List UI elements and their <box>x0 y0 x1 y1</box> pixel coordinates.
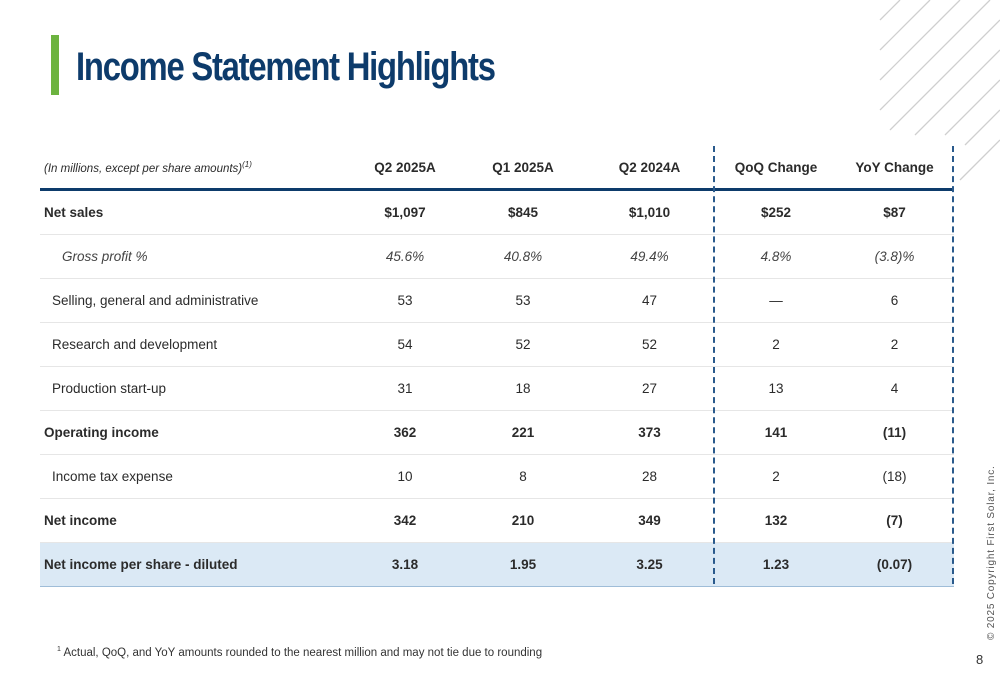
cell: 362 <box>346 410 464 455</box>
cell: 210 <box>464 498 582 543</box>
row-label: Selling, general and administrative <box>40 278 346 323</box>
row-label: Gross profit % <box>40 234 346 279</box>
row-label: Net sales <box>40 189 346 235</box>
cell: 47 <box>582 278 717 323</box>
column-header: YoY Change <box>835 146 954 191</box>
cell: 10 <box>346 454 464 499</box>
copyright-notice: © 2025 Copyright First Solar, Inc. <box>986 465 997 640</box>
cell: 52 <box>582 322 717 367</box>
footnote: 1 Actual, QoQ, and YoY amounts rounded t… <box>57 646 543 659</box>
change-columns-left-divider <box>713 146 715 584</box>
cell: 4 <box>835 366 954 411</box>
cell: $1,010 <box>582 189 717 235</box>
cell: (11) <box>835 410 954 455</box>
title-accent-bar <box>51 35 59 95</box>
units-note: (In millions, except per share amounts)(… <box>40 146 346 191</box>
cell: 3.25 <box>582 542 717 587</box>
cell: 2 <box>717 454 835 499</box>
cell: 45.6% <box>346 234 464 279</box>
cell: 132 <box>717 498 835 543</box>
cell: 1.95 <box>464 542 582 587</box>
cell: (0.07) <box>835 542 954 587</box>
table-row-eps-diluted: Net income per share - diluted 3.18 1.95… <box>40 542 954 587</box>
cell: 28 <box>582 454 717 499</box>
cell: 31 <box>346 366 464 411</box>
column-header: Q1 2025A <box>464 146 582 191</box>
table-row-sga: Selling, general and administrative 53 5… <box>40 278 954 323</box>
row-label: Income tax expense <box>40 454 346 499</box>
cell: 18 <box>464 366 582 411</box>
cell: 4.8% <box>717 234 835 279</box>
cell: 3.18 <box>346 542 464 587</box>
page-title: Income Statement Highlights <box>76 45 496 89</box>
row-label: Research and development <box>40 322 346 367</box>
cell: $845 <box>464 189 582 235</box>
table-row-net-sales: Net sales $1,097 $845 $1,010 $252 $87 <box>40 189 954 235</box>
row-label: Net income per share - diluted <box>40 542 346 587</box>
column-header: Q2 2024A <box>582 146 717 191</box>
cell: 53 <box>464 278 582 323</box>
row-label: Production start-up <box>40 366 346 411</box>
change-columns-right-divider <box>952 146 954 584</box>
table-header-row: (In millions, except per share amounts)(… <box>40 146 954 191</box>
cell: 221 <box>464 410 582 455</box>
cell: $87 <box>835 189 954 235</box>
table-row-operating-income: Operating income 362 221 373 141 (11) <box>40 410 954 455</box>
cell: 2 <box>717 322 835 367</box>
cell: 40.8% <box>464 234 582 279</box>
column-header: Q2 2025A <box>346 146 464 191</box>
cell: 1.23 <box>717 542 835 587</box>
row-label: Net income <box>40 498 346 543</box>
cell: 52 <box>464 322 582 367</box>
table-row-rnd: Research and development 54 52 52 2 2 <box>40 322 954 367</box>
cell: $1,097 <box>346 189 464 235</box>
cell: 8 <box>464 454 582 499</box>
cell: — <box>717 278 835 323</box>
income-statement-table: (In millions, except per share amounts)(… <box>40 146 954 587</box>
cell: $252 <box>717 189 835 235</box>
table-row-gross-profit: Gross profit % 45.6% 40.8% 49.4% 4.8% (3… <box>40 234 954 279</box>
cell: 141 <box>717 410 835 455</box>
table-row-net-income: Net income 342 210 349 132 (7) <box>40 498 954 543</box>
cell: 6 <box>835 278 954 323</box>
cell: 54 <box>346 322 464 367</box>
cell: 53 <box>346 278 464 323</box>
table-row-production-startup: Production start-up 31 18 27 13 4 <box>40 366 954 411</box>
cell: 349 <box>582 498 717 543</box>
table-row-income-tax: Income tax expense 10 8 28 2 (18) <box>40 454 954 499</box>
column-header: QoQ Change <box>717 146 835 191</box>
cell: (18) <box>835 454 954 499</box>
cell: 373 <box>582 410 717 455</box>
cell: 49.4% <box>582 234 717 279</box>
cell: 342 <box>346 498 464 543</box>
page-number: 8 <box>976 652 984 667</box>
cell: (3.8)% <box>835 234 954 279</box>
cell: 13 <box>717 366 835 411</box>
cell: (7) <box>835 498 954 543</box>
cell: 27 <box>582 366 717 411</box>
row-label: Operating income <box>40 410 346 455</box>
cell: 2 <box>835 322 954 367</box>
